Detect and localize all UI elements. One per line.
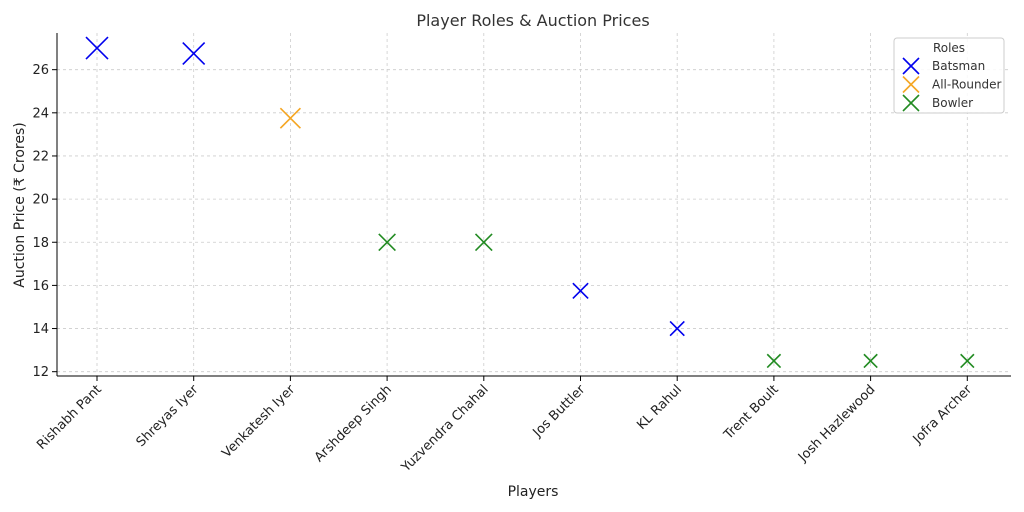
y-axis-label: Auction Price (₹ Crores): [12, 122, 28, 287]
x-tick-label: Rishabh Pant: [34, 382, 105, 453]
x-tick-label: Venkatesh Iyer: [219, 382, 298, 461]
chart-title: Player Roles & Auction Prices: [416, 11, 649, 30]
legend-marker: [902, 75, 920, 94]
legend-marker: [902, 94, 920, 112]
grid: [57, 33, 1011, 376]
legend-box: [893, 37, 1005, 114]
axes: Rishabh Pant Shreyas Iyer Venkatesh Iyer Ar…: [32, 33, 1011, 476]
x-tick-label: Arshdeep Singh: [312, 382, 395, 465]
y-tick-label: 22: [32, 149, 49, 164]
y-tick-label: 26: [32, 63, 49, 78]
legend-items: Batsman All-Rounder Bowler: [902, 57, 1002, 112]
x-axis-label: Players: [508, 484, 559, 500]
legend-title: Roles: [933, 41, 965, 55]
x-tick-label: Yuzvendra Chahal: [398, 382, 492, 476]
data-point: [474, 233, 493, 252]
legend-label: All-Rounder: [932, 78, 1002, 92]
x-tick-label: Shreyas Iyer: [134, 382, 202, 450]
y-tick-label: 14: [32, 322, 49, 337]
legend-label: Bowler: [932, 96, 973, 110]
data-markers: [85, 36, 975, 369]
x-tick-label: Josh Hazlewood: [795, 382, 878, 465]
data-point: [669, 320, 685, 337]
data-point: [766, 353, 782, 369]
data-point: [279, 107, 301, 129]
data-point: [960, 353, 975, 369]
y-tick-label: 20: [32, 193, 49, 208]
y-tick-label: 12: [32, 365, 49, 380]
data-point: [182, 42, 206, 65]
y-tick-label: 16: [32, 279, 49, 294]
y-tick-label: 24: [32, 106, 49, 121]
legend-marker: [902, 57, 920, 75]
x-tick-label: Trent Boult: [721, 382, 782, 443]
legend: Roles Batsman All-Rounder Bowler: [893, 37, 1005, 114]
y-tick-label: 18: [32, 236, 49, 251]
x-tick-label: Jos Buttler: [530, 382, 589, 441]
data-point: [572, 282, 589, 299]
data-point: [863, 353, 878, 369]
data-point: [85, 36, 109, 60]
data-point: [378, 233, 396, 252]
legend-label: Batsman: [932, 59, 985, 73]
x-tick-label: KL Rahul: [634, 382, 685, 433]
x-tick-label: Jofra Archer: [910, 382, 976, 448]
